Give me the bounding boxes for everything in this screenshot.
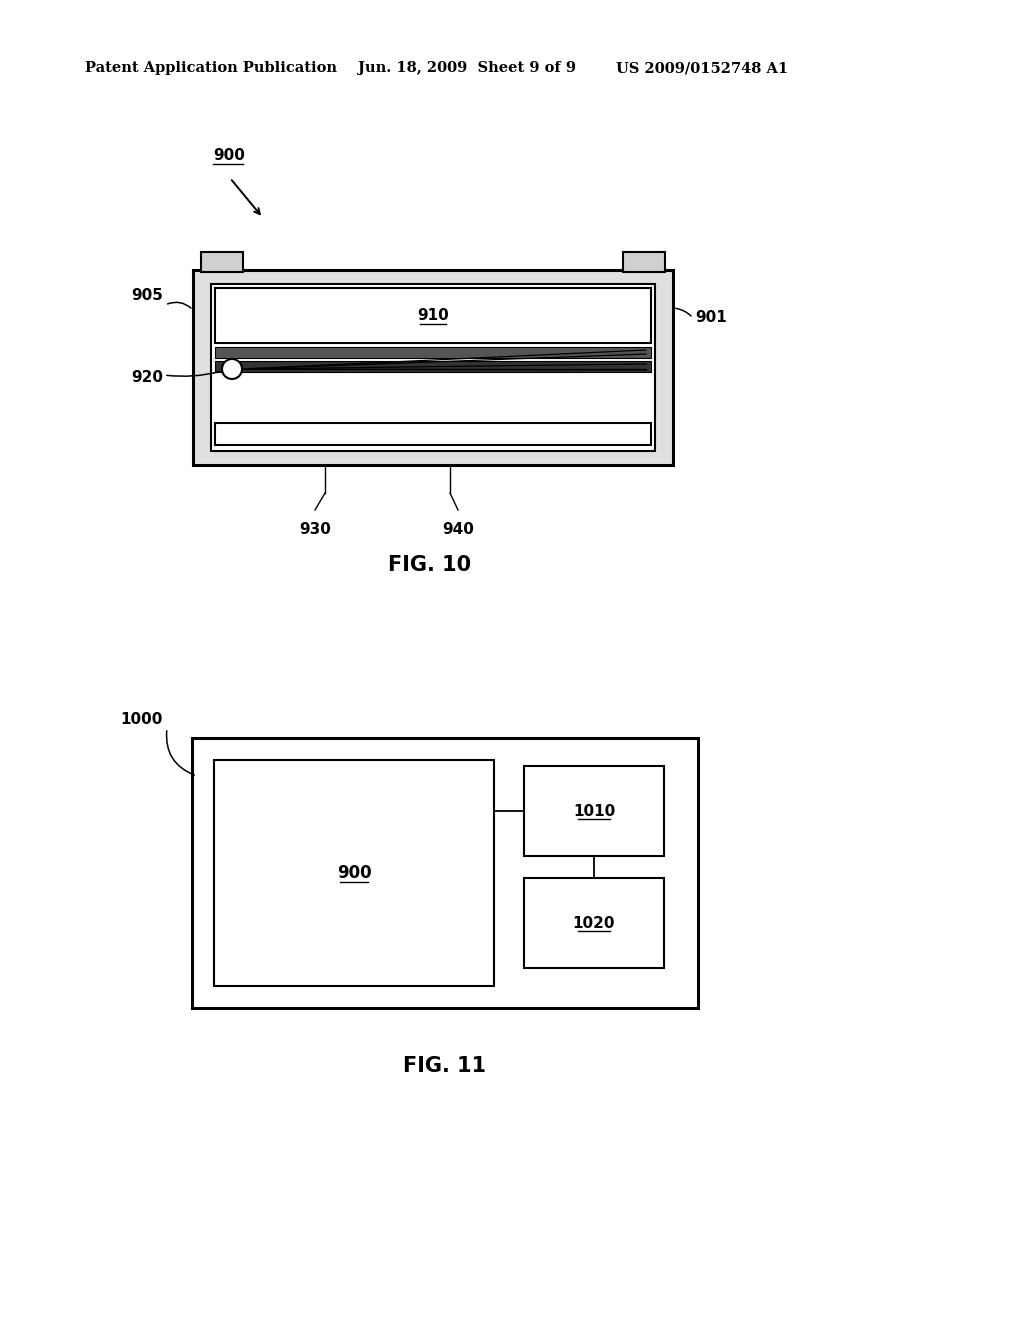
Text: FIG. 11: FIG. 11: [403, 1056, 486, 1076]
Text: Jun. 18, 2009  Sheet 9 of 9: Jun. 18, 2009 Sheet 9 of 9: [358, 61, 575, 75]
Text: 920: 920: [131, 371, 163, 385]
Text: 1020: 1020: [572, 916, 615, 931]
Bar: [215, 347, 651, 358]
Text: 1000: 1000: [121, 713, 163, 727]
Text: 905: 905: [131, 288, 163, 302]
Bar: [193, 271, 673, 465]
Bar: [623, 252, 665, 272]
Text: 910: 910: [417, 308, 449, 323]
Bar: [211, 284, 655, 451]
Text: Patent Application Publication: Patent Application Publication: [85, 61, 337, 75]
Text: FIG. 10: FIG. 10: [388, 554, 472, 576]
Bar: [524, 878, 664, 968]
Bar: [215, 422, 651, 445]
Text: 900: 900: [337, 865, 372, 882]
Text: 900: 900: [213, 148, 245, 162]
Bar: [201, 252, 243, 272]
Text: 940: 940: [442, 523, 474, 537]
Text: US 2009/0152748 A1: US 2009/0152748 A1: [616, 61, 788, 75]
Bar: [524, 766, 664, 855]
Bar: [214, 760, 494, 986]
Text: 930: 930: [299, 523, 331, 537]
Text: 901: 901: [695, 310, 727, 326]
Bar: [193, 738, 698, 1008]
Bar: [215, 360, 651, 372]
Circle shape: [222, 359, 242, 379]
Bar: [215, 288, 651, 343]
Text: 1010: 1010: [572, 804, 615, 818]
